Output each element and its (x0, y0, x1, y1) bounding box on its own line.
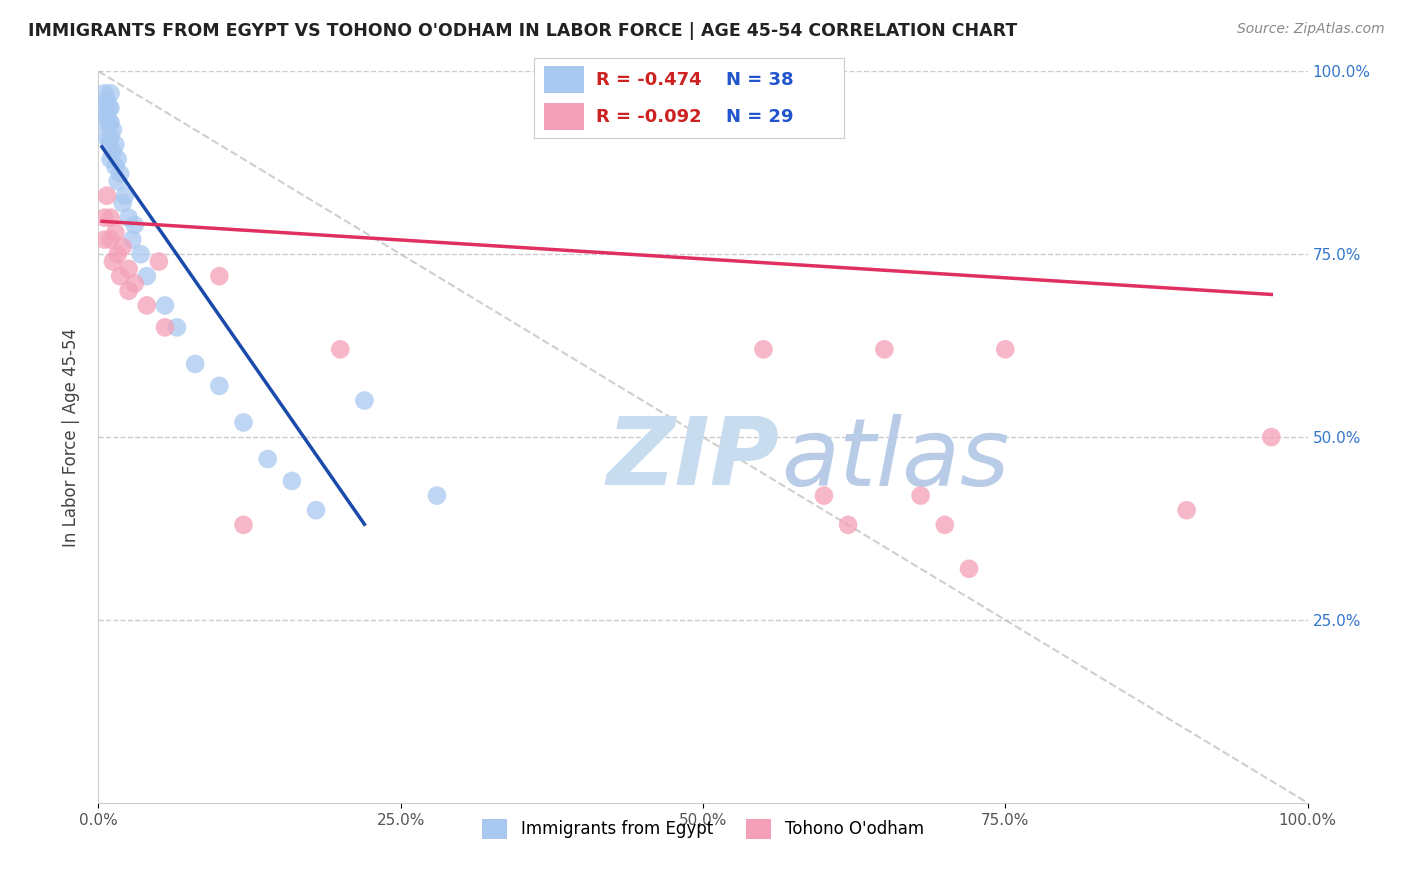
Point (166, 320, 188, 334)
Point (107, 174, 129, 188)
Point (957, 562, 980, 576)
Point (93, 233, 115, 247)
Point (208, 379, 231, 393)
Point (100, 115, 122, 129)
Text: R = -0.092: R = -0.092 (596, 108, 702, 126)
Point (104, 137, 127, 152)
Point (184, 357, 207, 371)
Point (108, 167, 131, 181)
Point (232, 517, 254, 532)
Point (96, 188, 118, 202)
Y-axis label: In Labor Force | Age 45-54: In Labor Force | Age 45-54 (62, 327, 80, 547)
Point (426, 489, 449, 503)
Point (124, 218, 146, 232)
Point (107, 247, 129, 261)
Point (305, 503, 328, 517)
Point (910, 489, 932, 503)
Text: ZIP: ZIP (606, 413, 779, 505)
Text: R = -0.474: R = -0.474 (596, 70, 702, 88)
Point (135, 269, 157, 284)
Point (208, 269, 231, 284)
Point (98, 101, 121, 115)
Point (98, 137, 121, 152)
FancyBboxPatch shape (544, 103, 583, 130)
Point (96, 130, 118, 145)
Point (111, 196, 134, 211)
Point (101, 145, 124, 159)
Point (100, 87, 122, 101)
Point (148, 254, 170, 268)
Point (934, 517, 956, 532)
Point (93, 115, 115, 129)
Point (100, 101, 122, 115)
Point (135, 298, 157, 312)
Point (98, 115, 121, 129)
Point (100, 152, 122, 166)
Point (256, 452, 278, 467)
Point (813, 489, 835, 503)
Point (118, 211, 141, 225)
Point (281, 474, 304, 488)
Point (994, 343, 1017, 357)
Point (104, 160, 127, 174)
Text: N = 38: N = 38 (725, 70, 793, 88)
Point (124, 277, 146, 291)
Point (1175, 503, 1198, 517)
Point (873, 343, 896, 357)
Point (93, 211, 115, 225)
Point (96, 94, 118, 108)
Point (100, 233, 122, 247)
Point (329, 343, 352, 357)
Point (353, 393, 375, 408)
Point (837, 517, 859, 532)
Point (121, 233, 143, 247)
Point (752, 343, 775, 357)
Text: Source: ZipAtlas.com: Source: ZipAtlas.com (1237, 22, 1385, 37)
Text: IMMIGRANTS FROM EGYPT VS TOHONO O'ODHAM IN LABOR FORCE | AGE 45-54 CORRELATION C: IMMIGRANTS FROM EGYPT VS TOHONO O'ODHAM … (28, 22, 1018, 40)
Text: atlas: atlas (782, 414, 1010, 505)
Point (153, 320, 176, 334)
Legend: Immigrants from Egypt, Tohono O'odham: Immigrants from Egypt, Tohono O'odham (475, 812, 931, 846)
FancyBboxPatch shape (544, 66, 583, 94)
Point (153, 298, 176, 312)
Point (118, 261, 141, 276)
Point (129, 247, 152, 261)
Point (114, 188, 136, 202)
Point (232, 416, 254, 430)
Text: N = 29: N = 29 (725, 108, 793, 126)
Point (93, 101, 115, 115)
Point (118, 284, 141, 298)
Point (111, 240, 134, 254)
Point (107, 152, 129, 166)
Point (93, 87, 115, 101)
Point (108, 269, 131, 284)
Point (100, 130, 122, 145)
Point (101, 254, 124, 268)
Point (100, 211, 122, 225)
Point (96, 108, 118, 122)
Point (101, 123, 124, 137)
Point (104, 225, 127, 239)
Point (1260, 430, 1282, 444)
